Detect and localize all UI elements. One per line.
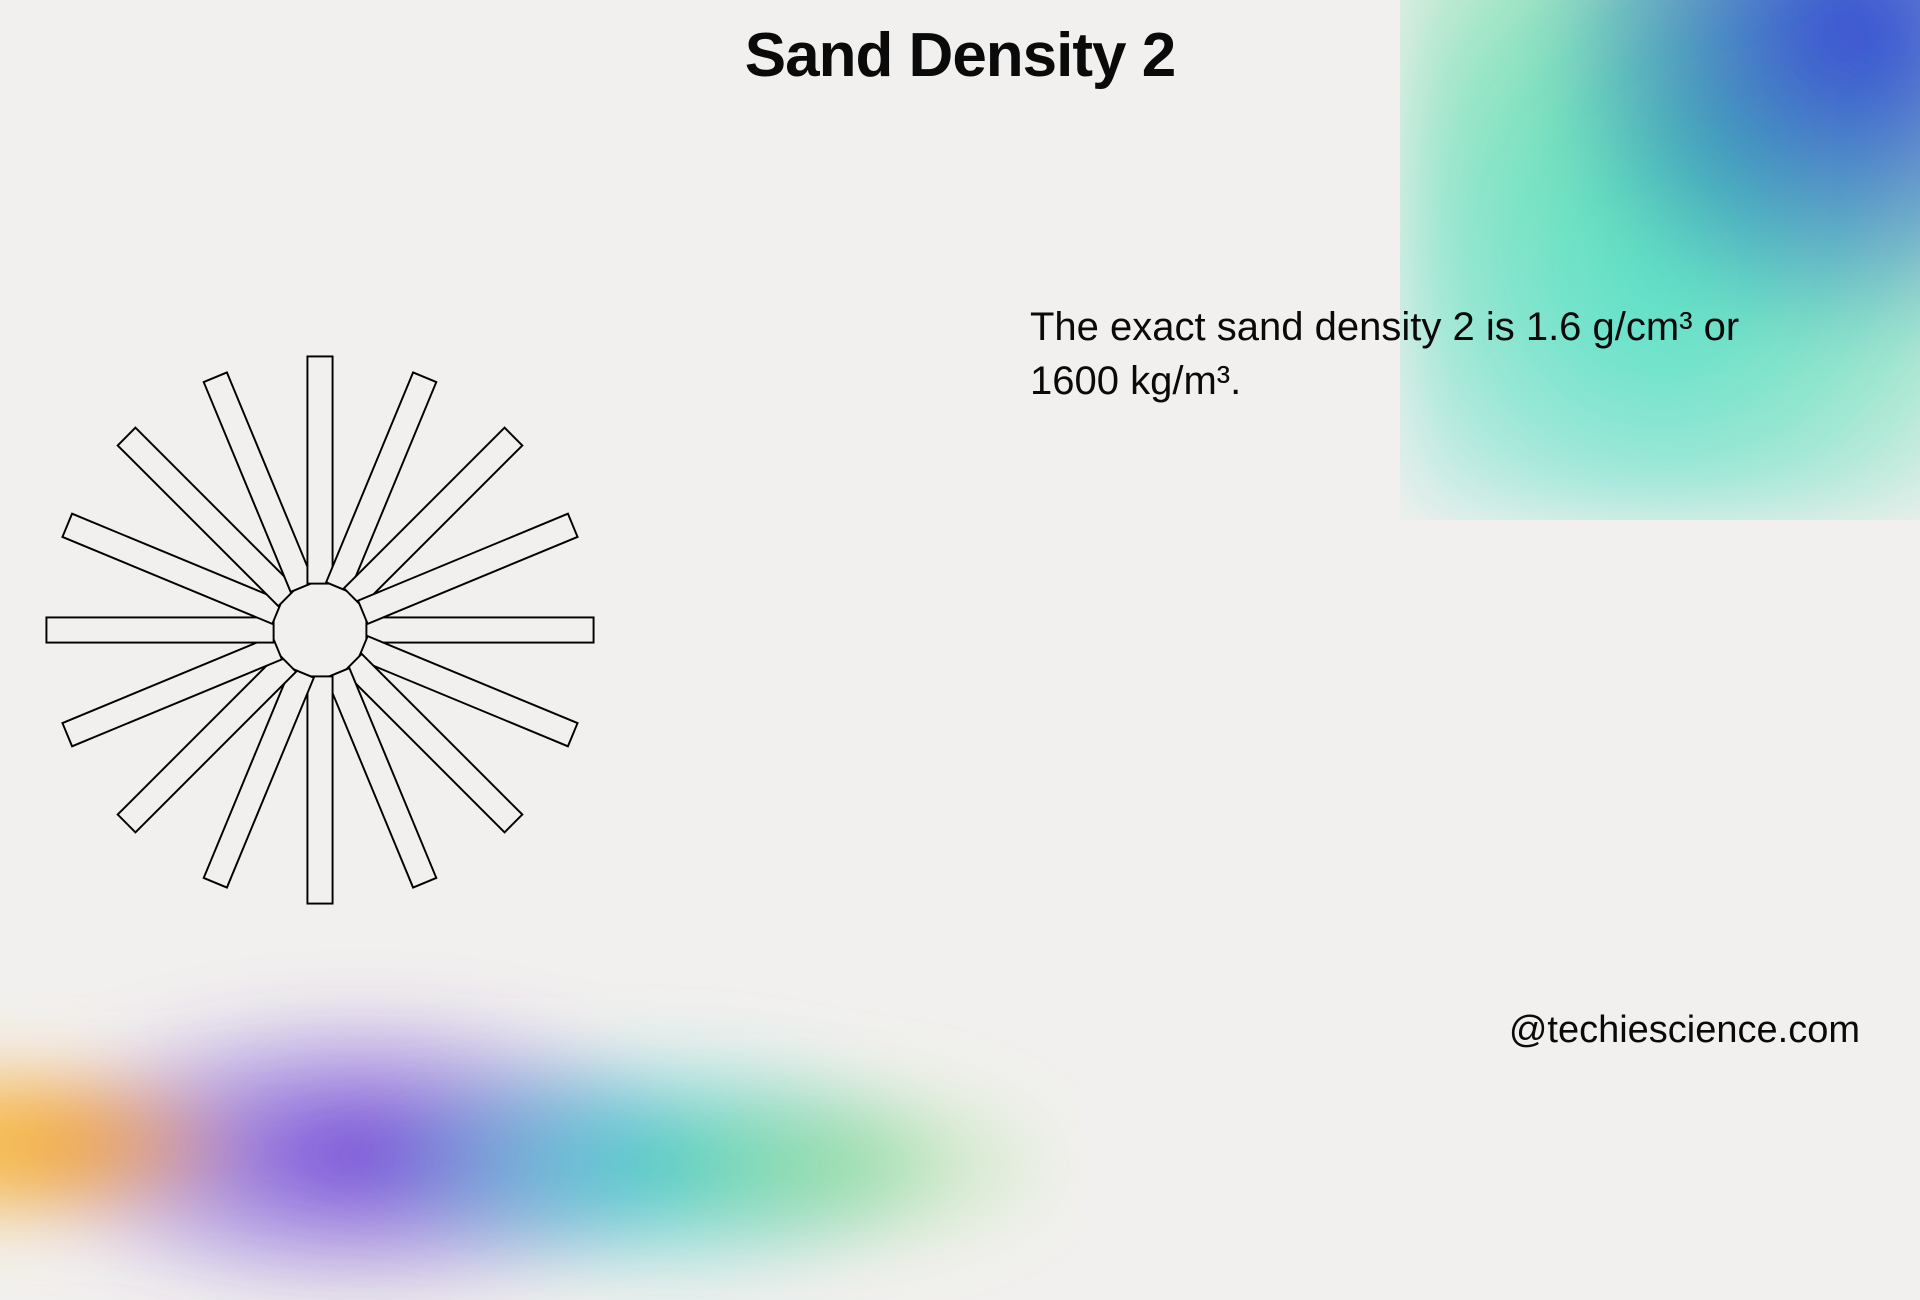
body-text: The exact sand density 2 is 1.6 g/cm³ or… <box>1030 300 1810 408</box>
page-title: Sand Density 2 <box>0 20 1920 91</box>
starburst-icon <box>30 340 610 920</box>
attribution-text: @techiescience.com <box>1509 1009 1860 1052</box>
